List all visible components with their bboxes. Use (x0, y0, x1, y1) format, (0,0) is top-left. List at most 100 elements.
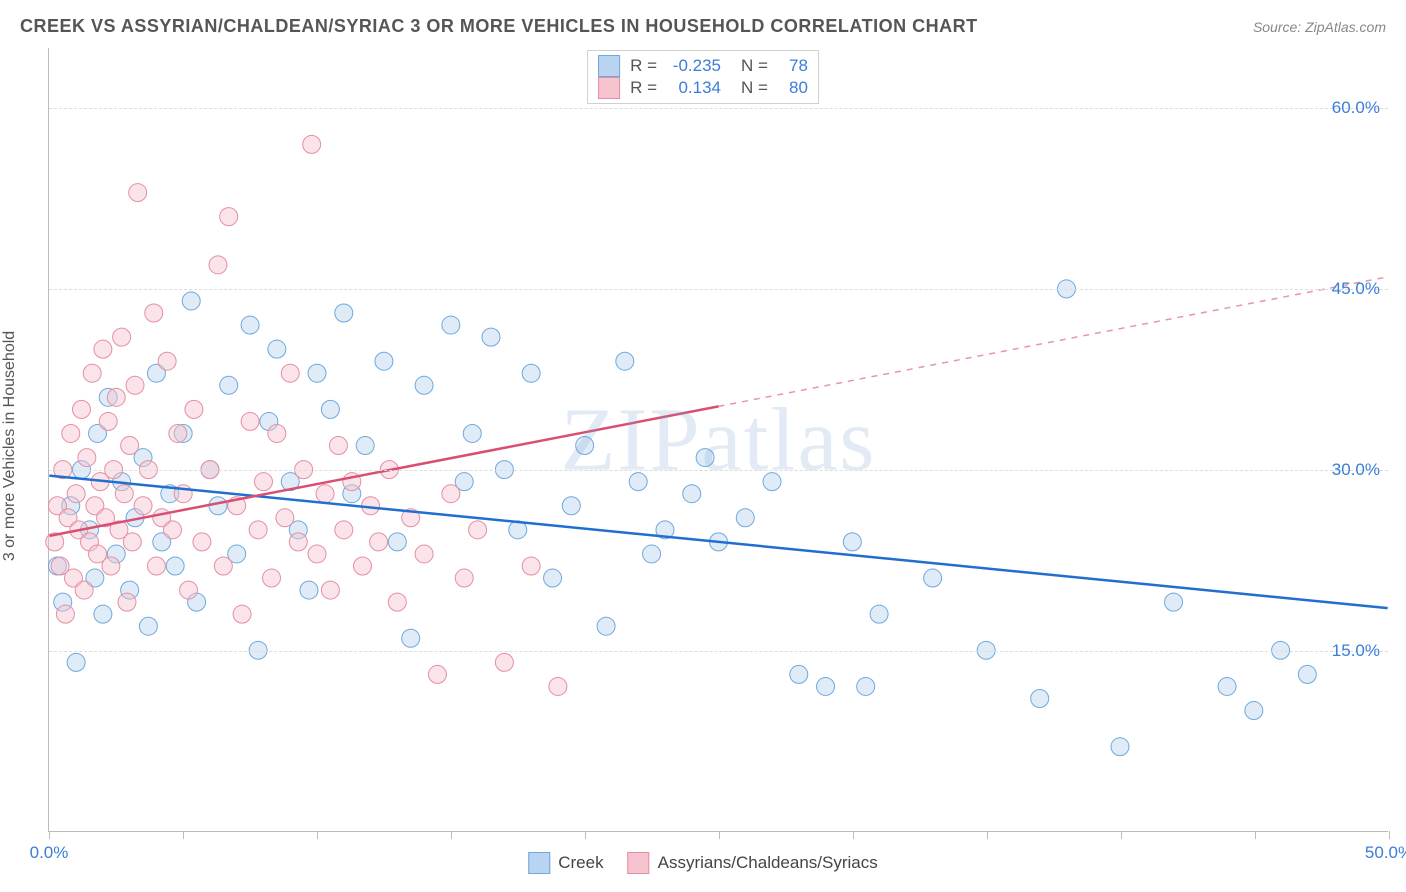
y-tick-label: 30.0% (1332, 460, 1380, 480)
data-point (683, 485, 701, 503)
data-point (549, 677, 567, 695)
data-point (616, 352, 634, 370)
data-point (388, 593, 406, 611)
data-point (857, 677, 875, 695)
data-point (1031, 690, 1049, 708)
stat-n-value: 78 (774, 56, 808, 76)
y-tick-label: 45.0% (1332, 279, 1380, 299)
data-point (790, 665, 808, 683)
data-point (629, 473, 647, 491)
data-point (281, 364, 299, 382)
x-tick (183, 831, 184, 839)
data-point (1111, 738, 1129, 756)
data-point (214, 557, 232, 575)
data-point (121, 437, 139, 455)
data-point (469, 521, 487, 539)
stat-n-label: N = (741, 56, 768, 76)
data-point (78, 449, 96, 467)
data-point (335, 304, 353, 322)
x-tick-label: 50.0% (1365, 843, 1406, 863)
data-point (241, 412, 259, 430)
legend-swatch (598, 55, 620, 77)
data-point (158, 352, 176, 370)
x-tick (1389, 831, 1390, 839)
x-tick (451, 831, 452, 839)
data-point (185, 400, 203, 418)
legend-swatch (628, 852, 650, 874)
data-point (241, 316, 259, 334)
data-point (442, 485, 460, 503)
stat-r-label: R = (630, 78, 657, 98)
x-tick (853, 831, 854, 839)
stat-n-value: 80 (774, 78, 808, 98)
legend-label: Assyrians/Chaldeans/Syriacs (658, 853, 878, 873)
data-point (763, 473, 781, 491)
legend-label: Creek (558, 853, 603, 873)
gridline (49, 651, 1388, 652)
data-point (129, 184, 147, 202)
data-point (56, 605, 74, 623)
data-point (99, 412, 117, 430)
data-point (817, 677, 835, 695)
data-point (1218, 677, 1236, 695)
data-point (67, 485, 85, 503)
data-point (123, 533, 141, 551)
stat-n-label: N = (741, 78, 768, 98)
data-point (843, 533, 861, 551)
data-point (145, 304, 163, 322)
data-point (169, 424, 187, 442)
data-point (562, 497, 580, 515)
data-point (62, 424, 80, 442)
data-point (455, 569, 473, 587)
data-point (249, 521, 267, 539)
data-point (316, 485, 334, 503)
data-point (289, 533, 307, 551)
x-tick (1255, 831, 1256, 839)
data-point (102, 557, 120, 575)
data-point (182, 292, 200, 310)
stat-r-value: -0.235 (663, 56, 721, 76)
stat-r-value: 0.134 (663, 78, 721, 98)
data-point (356, 437, 374, 455)
data-point (696, 449, 714, 467)
x-tick-label: 0.0% (30, 843, 69, 863)
data-point (233, 605, 251, 623)
data-point (94, 605, 112, 623)
data-point (442, 316, 460, 334)
data-point (522, 557, 540, 575)
data-point (308, 545, 326, 563)
x-tick (719, 831, 720, 839)
data-point (67, 653, 85, 671)
data-point (220, 376, 238, 394)
data-point (321, 400, 339, 418)
data-point (118, 593, 136, 611)
plot-svg (49, 48, 1388, 831)
data-point (163, 521, 181, 539)
data-point (303, 135, 321, 153)
data-point (415, 376, 433, 394)
data-point (482, 328, 500, 346)
stats-row: R = 0.134 N = 80 (598, 77, 808, 99)
data-point (263, 569, 281, 587)
data-point (83, 364, 101, 382)
regression-line-dashed (719, 277, 1388, 406)
gridline (49, 470, 1388, 471)
data-point (209, 497, 227, 515)
data-point (308, 364, 326, 382)
y-tick-label: 15.0% (1332, 641, 1380, 661)
data-point (268, 424, 286, 442)
data-point (113, 328, 131, 346)
data-point (495, 653, 513, 671)
data-point (354, 557, 372, 575)
data-point (1165, 593, 1183, 611)
data-point (329, 437, 347, 455)
data-point (166, 557, 184, 575)
legend-swatch (598, 77, 620, 99)
data-point (1245, 702, 1263, 720)
data-point (375, 352, 393, 370)
data-point (924, 569, 942, 587)
series-legend: Creek Assyrians/Chaldeans/Syriacs (528, 852, 878, 874)
data-point (1298, 665, 1316, 683)
data-point (94, 340, 112, 358)
legend-item: Creek (528, 852, 603, 874)
